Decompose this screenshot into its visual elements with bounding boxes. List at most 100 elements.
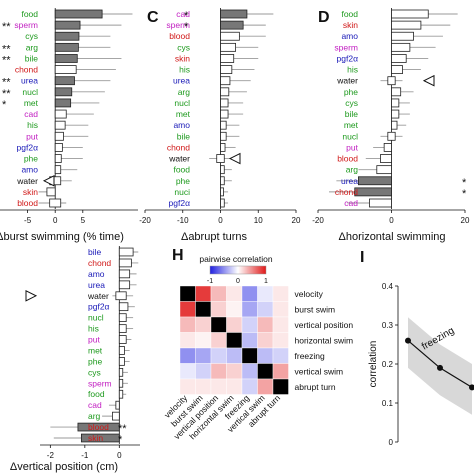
box <box>54 42 79 52</box>
category-label: sperm <box>334 42 358 52</box>
box <box>220 76 231 86</box>
box <box>118 247 134 257</box>
heatmap-cell <box>210 301 227 318</box>
box <box>49 198 62 208</box>
significance-star: ** <box>2 43 11 55</box>
x-tick-label: -1 <box>81 451 89 460</box>
box <box>220 98 229 108</box>
significance-star: * <box>462 188 467 200</box>
category-label: arg <box>178 87 191 97</box>
heatmap-cell <box>195 378 212 395</box>
significance-star: ** <box>2 21 11 33</box>
colorbar-tick: 1 <box>264 278 268 285</box>
water-arrow-icon <box>42 174 55 187</box>
significance-star: * <box>2 99 7 111</box>
box <box>354 187 392 197</box>
colorbar-tick: 0 <box>236 278 240 285</box>
y-tick-label: 0.4 <box>382 282 394 291</box>
category-label: arg <box>26 42 39 52</box>
category-label: water <box>16 176 38 186</box>
heatmap-row-label: burst swim <box>295 304 336 314</box>
heatmap-cell <box>241 332 258 349</box>
x-tick-label: 0 <box>218 216 223 225</box>
heatmap-cell <box>226 332 243 349</box>
box <box>118 346 125 355</box>
category-label: nuci <box>174 187 190 197</box>
heatmap-cell <box>226 363 243 380</box>
category-label: chond <box>335 187 358 197</box>
significance-star: * <box>118 434 123 446</box>
category-label: phe <box>24 154 38 164</box>
y-tick-label: 0.2 <box>382 360 394 369</box>
box <box>112 411 120 421</box>
box <box>391 98 400 108</box>
category-label: nucl <box>22 87 38 97</box>
box <box>391 120 398 130</box>
heatmap-row-label: vertical swim <box>295 366 344 376</box>
category-label: phe <box>344 87 358 97</box>
y-tick-label: 0.3 <box>382 321 394 330</box>
category-label: skin <box>343 20 358 30</box>
box <box>118 280 131 290</box>
x-tick-label: 0 <box>389 216 394 225</box>
water-arrow-icon <box>228 152 241 165</box>
box <box>54 87 73 97</box>
box <box>376 165 392 175</box>
box <box>115 400 120 410</box>
colorbar <box>209 265 267 275</box>
box <box>54 76 75 86</box>
category-label: water <box>336 76 358 86</box>
category-label: bile <box>177 131 191 141</box>
heatmap-cell <box>179 316 196 333</box>
category-label: amo <box>341 31 358 41</box>
significance-star: * <box>184 10 189 22</box>
box <box>220 20 244 30</box>
category-label: sperm <box>14 20 38 30</box>
box <box>220 176 225 186</box>
category-label: amo <box>88 269 105 279</box>
box <box>54 154 62 163</box>
heatmap-row-label: freezing <box>295 351 326 361</box>
data-point <box>405 337 411 344</box>
category-label: cad <box>24 109 38 119</box>
category-label: cad <box>88 400 102 410</box>
box <box>46 187 56 197</box>
box <box>391 31 414 41</box>
x-axis-label: Δhorizontal swimming <box>339 231 446 243</box>
box <box>220 198 225 208</box>
heatmap-cell <box>195 301 212 318</box>
heatmap-cell <box>226 378 243 395</box>
panel-letter-d: D <box>318 9 330 26</box>
category-label: blood <box>17 198 38 208</box>
category-label: cys <box>25 31 38 41</box>
box <box>387 76 396 86</box>
heatmap-cell <box>195 316 212 333</box>
category-label: phe <box>176 176 190 186</box>
heatmap-cell <box>210 363 227 380</box>
category-label: arg <box>88 411 101 421</box>
heatmap-title: pairwise correlation <box>199 254 272 264</box>
box <box>118 269 131 279</box>
box <box>391 42 411 52</box>
category-label: urea <box>341 176 358 186</box>
heatmap-cell <box>272 316 289 333</box>
heatmap-cell <box>226 301 243 318</box>
significance-star: * <box>462 177 467 189</box>
box <box>80 433 120 443</box>
heatmap-cell <box>257 316 274 333</box>
category-label: water <box>87 291 109 301</box>
box <box>54 20 81 30</box>
heatmap-cell <box>241 301 258 318</box>
significance-star: ** <box>2 54 11 66</box>
box <box>216 154 225 163</box>
category-label: blood <box>88 422 109 432</box>
box <box>220 187 224 197</box>
box <box>118 335 127 344</box>
box <box>54 109 67 119</box>
heatmap-cell <box>257 347 274 364</box>
heatmap-cell <box>195 347 212 364</box>
box <box>54 143 63 152</box>
category-label: pgf2α <box>17 142 39 152</box>
category-label: cys <box>177 42 190 52</box>
box <box>118 324 127 333</box>
